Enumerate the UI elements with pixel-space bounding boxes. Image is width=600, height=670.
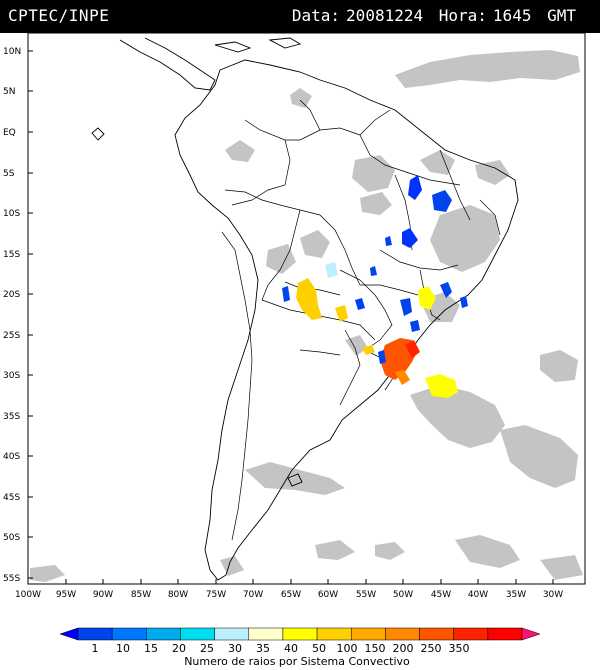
lat-label: 45S <box>3 493 20 503</box>
legend-tick: 250 <box>421 642 442 655</box>
lon-label: 40W <box>468 590 488 600</box>
legend-tick: 200 <box>393 642 414 655</box>
lon-label: 55W <box>356 590 376 600</box>
legend-tick: 25 <box>200 642 214 655</box>
lon-label: 95W <box>56 590 76 600</box>
map-header: CPTEC/INPE Data: 20081224 Hora: 1645 GMT <box>0 0 600 33</box>
legend-tick: 350 <box>449 642 470 655</box>
legend-tick: 35 <box>256 642 270 655</box>
legend-tick: 20 <box>172 642 186 655</box>
cloud-cover <box>30 50 583 582</box>
legend-tick: 150 <box>365 642 386 655</box>
colorbar-segment <box>385 627 420 641</box>
time-label: Hora: <box>438 6 487 25</box>
lightning-clusters <box>282 175 468 398</box>
latitude-labels: 10N 5N EQ 5S 10S 15S 20S 25S 30S 35S 40S… <box>3 47 21 584</box>
lat-label: 10S <box>3 209 20 219</box>
legend-tick: 1 <box>92 642 99 655</box>
lon-label: 30W <box>543 590 563 600</box>
colorbar-segment <box>487 627 523 641</box>
lon-label: 90W <box>93 590 113 600</box>
lon-label: 70W <box>243 590 263 600</box>
colorbar <box>59 627 541 641</box>
colorbar-segment <box>77 627 113 641</box>
lat-label: EQ <box>3 128 16 138</box>
lat-label: 20S <box>3 290 20 300</box>
longitude-labels: 100W 95W 90W 85W 80W 75W 70W 65W 60W 55W… <box>15 590 563 600</box>
legend-title: Numero de raios por Sistema Convectivo <box>184 655 410 668</box>
lat-label: 5S <box>3 169 15 179</box>
lon-label: 45W <box>431 590 451 600</box>
country-borders <box>221 99 501 541</box>
colorbar-right-arrow <box>521 627 541 641</box>
timestamp-info: Data: 20081224 Hora: 1645 GMT <box>286 6 576 25</box>
lat-label: 50S <box>3 533 20 543</box>
lat-label: 30S <box>3 371 20 381</box>
colorbar-segment <box>282 627 318 641</box>
legend-tick: 30 <box>228 642 242 655</box>
legend-tick: 15 <box>144 642 158 655</box>
colorbar-segment <box>350 627 386 641</box>
tick-marks <box>27 50 554 584</box>
colorbar-segment <box>419 627 454 641</box>
lat-label: 5N <box>3 87 15 97</box>
coastlines <box>91 37 519 581</box>
legend-tick: 50 <box>312 642 326 655</box>
lat-label: 35S <box>3 412 20 422</box>
source-label: CPTEC/INPE <box>8 6 110 25</box>
date-label: Data: <box>291 6 341 25</box>
lon-label: 80W <box>168 590 188 600</box>
lon-label: 35W <box>506 590 526 600</box>
colorbar-segment <box>111 627 147 641</box>
lat-label: 25S <box>3 331 20 341</box>
lon-label: 75W <box>206 590 226 600</box>
lat-label: 40S <box>3 452 20 462</box>
colorbar-segment <box>214 627 250 641</box>
lon-label: 85W <box>131 590 151 600</box>
legend-tick: 40 <box>284 642 298 655</box>
date-value: 20081224 <box>346 6 424 25</box>
legend-tick: 10 <box>116 642 130 655</box>
colorbar-segment <box>180 627 215 641</box>
colorbar-segment <box>453 627 489 641</box>
lightning-map: 10N 5N EQ 5S 10S 15S 20S 25S 30S 35S 40S… <box>3 33 586 668</box>
colorbar-segment <box>248 627 284 641</box>
lat-label: 10N <box>3 47 21 57</box>
lon-label: 50W <box>393 590 413 600</box>
colorbar-labels: 1 10 15 20 25 30 35 40 50 100 150 200 25… <box>92 642 470 655</box>
timezone: GMT <box>547 6 576 25</box>
colorbar-segment <box>146 627 181 641</box>
legend-tick: 100 <box>337 642 358 655</box>
lon-label: 65W <box>281 590 301 600</box>
time-value: 1645 <box>492 6 532 25</box>
lat-label: 55S <box>3 574 20 584</box>
colorbar-segment <box>316 627 352 641</box>
lon-label: 60W <box>318 590 338 600</box>
colorbar-left-arrow <box>59 627 79 641</box>
lon-label: 100W <box>15 590 41 600</box>
lat-label: 15S <box>3 250 20 260</box>
